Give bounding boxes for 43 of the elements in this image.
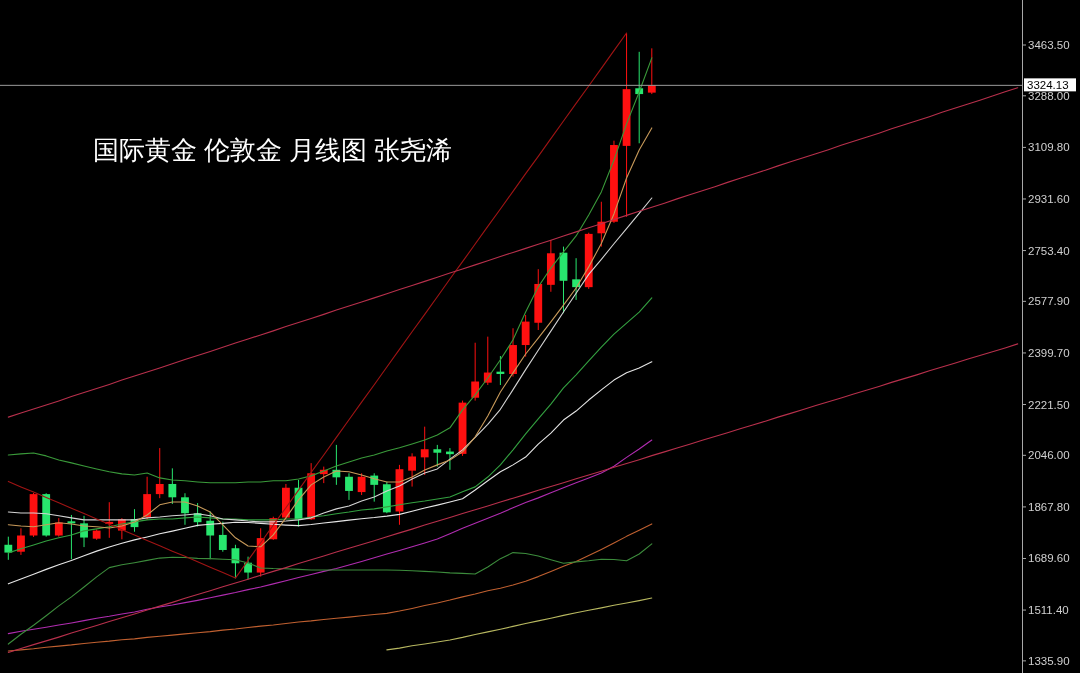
y-tick-label: 1335.90 xyxy=(1028,654,1070,667)
candlestick xyxy=(181,492,189,526)
candlestick xyxy=(143,476,152,521)
candlestick xyxy=(647,47,656,95)
candlestick xyxy=(408,452,416,488)
line-series xyxy=(7,127,653,548)
candlestick xyxy=(572,257,581,301)
candlestick xyxy=(17,527,25,556)
y-tick-label: 3109.80 xyxy=(1028,141,1070,154)
candlestick xyxy=(218,521,227,553)
candlestick xyxy=(54,517,63,538)
y-tick-label: 1689.60 xyxy=(1028,552,1070,565)
ref-line-label: 3324.13 xyxy=(1027,79,1069,92)
y-tick-label: 2046.00 xyxy=(1028,449,1070,462)
y-tick-label: 3463.50 xyxy=(1028,39,1070,52)
line-series xyxy=(7,361,653,585)
candlestick xyxy=(345,472,353,501)
candlestick xyxy=(357,472,366,496)
candlestick xyxy=(168,467,177,505)
y-tick-label: 2399.70 xyxy=(1028,346,1070,359)
y-tick-label: 2221.50 xyxy=(1028,398,1070,411)
line-series xyxy=(7,439,653,635)
candlestick xyxy=(521,314,530,358)
candlestick xyxy=(420,426,429,476)
line-series xyxy=(7,343,1019,653)
y-tick-label: 2577.90 xyxy=(1028,295,1070,308)
y-tick-label: 1867.80 xyxy=(1028,500,1070,513)
line-series xyxy=(386,597,653,651)
y-tick-label: 1511.40 xyxy=(1028,604,1069,617)
candlestick xyxy=(433,444,442,468)
text: 国际黄金 伦敦金 月线图 张尧浠 xyxy=(93,136,453,164)
line-series xyxy=(7,543,653,645)
line-series xyxy=(7,32,628,579)
line-series xyxy=(7,57,653,484)
y-tick-label: 2931.60 xyxy=(1028,192,1070,205)
y-tick-label: 2753.40 xyxy=(1028,244,1070,257)
candlestick xyxy=(206,510,215,560)
candlestick xyxy=(471,342,480,402)
line-series xyxy=(7,523,653,652)
line-series xyxy=(7,87,1019,418)
candlestick xyxy=(155,447,164,499)
candlestick xyxy=(4,536,13,561)
y-tick-label: 3288.00 xyxy=(1028,89,1070,102)
